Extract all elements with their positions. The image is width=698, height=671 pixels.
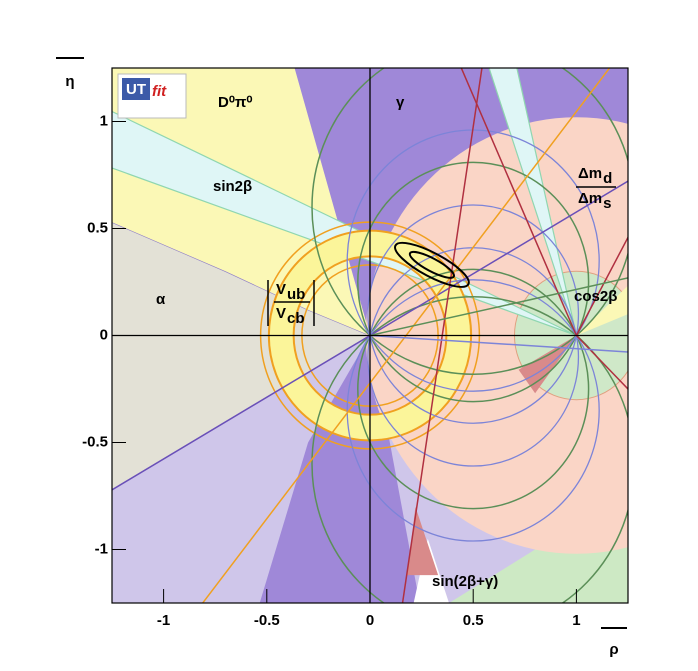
annotation-sub: cb bbox=[287, 310, 305, 327]
annotation: γ bbox=[396, 94, 405, 111]
annotation-sub: d bbox=[603, 170, 612, 187]
blue-line bbox=[369, 334, 628, 353]
logo-main: UT bbox=[126, 81, 146, 98]
annotation: V bbox=[276, 305, 286, 322]
annotation: sin(2β+γ) bbox=[432, 573, 498, 590]
green-circle bbox=[311, 68, 628, 375]
x-tick-label: -1 bbox=[157, 612, 170, 629]
y-tick-label: -1 bbox=[95, 540, 108, 557]
red-line bbox=[575, 235, 628, 336]
y-tick-label: -0.5 bbox=[82, 433, 108, 450]
annotation: Δm bbox=[578, 190, 602, 207]
green-circle bbox=[357, 161, 590, 403]
annotation: α bbox=[156, 291, 166, 308]
annotation: sin2β bbox=[213, 178, 252, 195]
green-circle bbox=[357, 268, 590, 510]
green-line bbox=[369, 277, 628, 337]
x-tick-label: 1 bbox=[572, 612, 580, 629]
x-tick-label: -0.5 bbox=[254, 612, 280, 629]
x-tick-label: 0.5 bbox=[463, 612, 484, 629]
blue-circle bbox=[367, 204, 580, 424]
red-line bbox=[575, 334, 628, 391]
contour-95 bbox=[394, 241, 470, 288]
logo-accent: fit bbox=[152, 83, 167, 100]
y-tick-label: 1 bbox=[100, 112, 108, 129]
annotation: D⁰π⁰ bbox=[218, 94, 252, 111]
y-tick-label: 0 bbox=[100, 326, 108, 343]
x-tick-label: 0 bbox=[366, 612, 374, 629]
annotation: Δm bbox=[578, 165, 602, 182]
green-circle bbox=[311, 296, 628, 603]
plot-area bbox=[112, 68, 628, 603]
y-axis-label: η bbox=[65, 73, 74, 90]
x-axis-label: ρ bbox=[609, 641, 618, 658]
annotation: cos2β bbox=[574, 288, 617, 305]
annotation: V bbox=[276, 281, 286, 298]
cos2b-wedge bbox=[518, 335, 577, 394]
annotation-sub: ub bbox=[287, 286, 305, 303]
sin2b-band bbox=[488, 68, 577, 336]
y-tick-label: 0.5 bbox=[87, 219, 108, 236]
contour-68 bbox=[408, 250, 455, 279]
logo-badge bbox=[122, 78, 150, 100]
blue-circle bbox=[346, 279, 600, 542]
annotation-sub: s bbox=[603, 195, 611, 212]
